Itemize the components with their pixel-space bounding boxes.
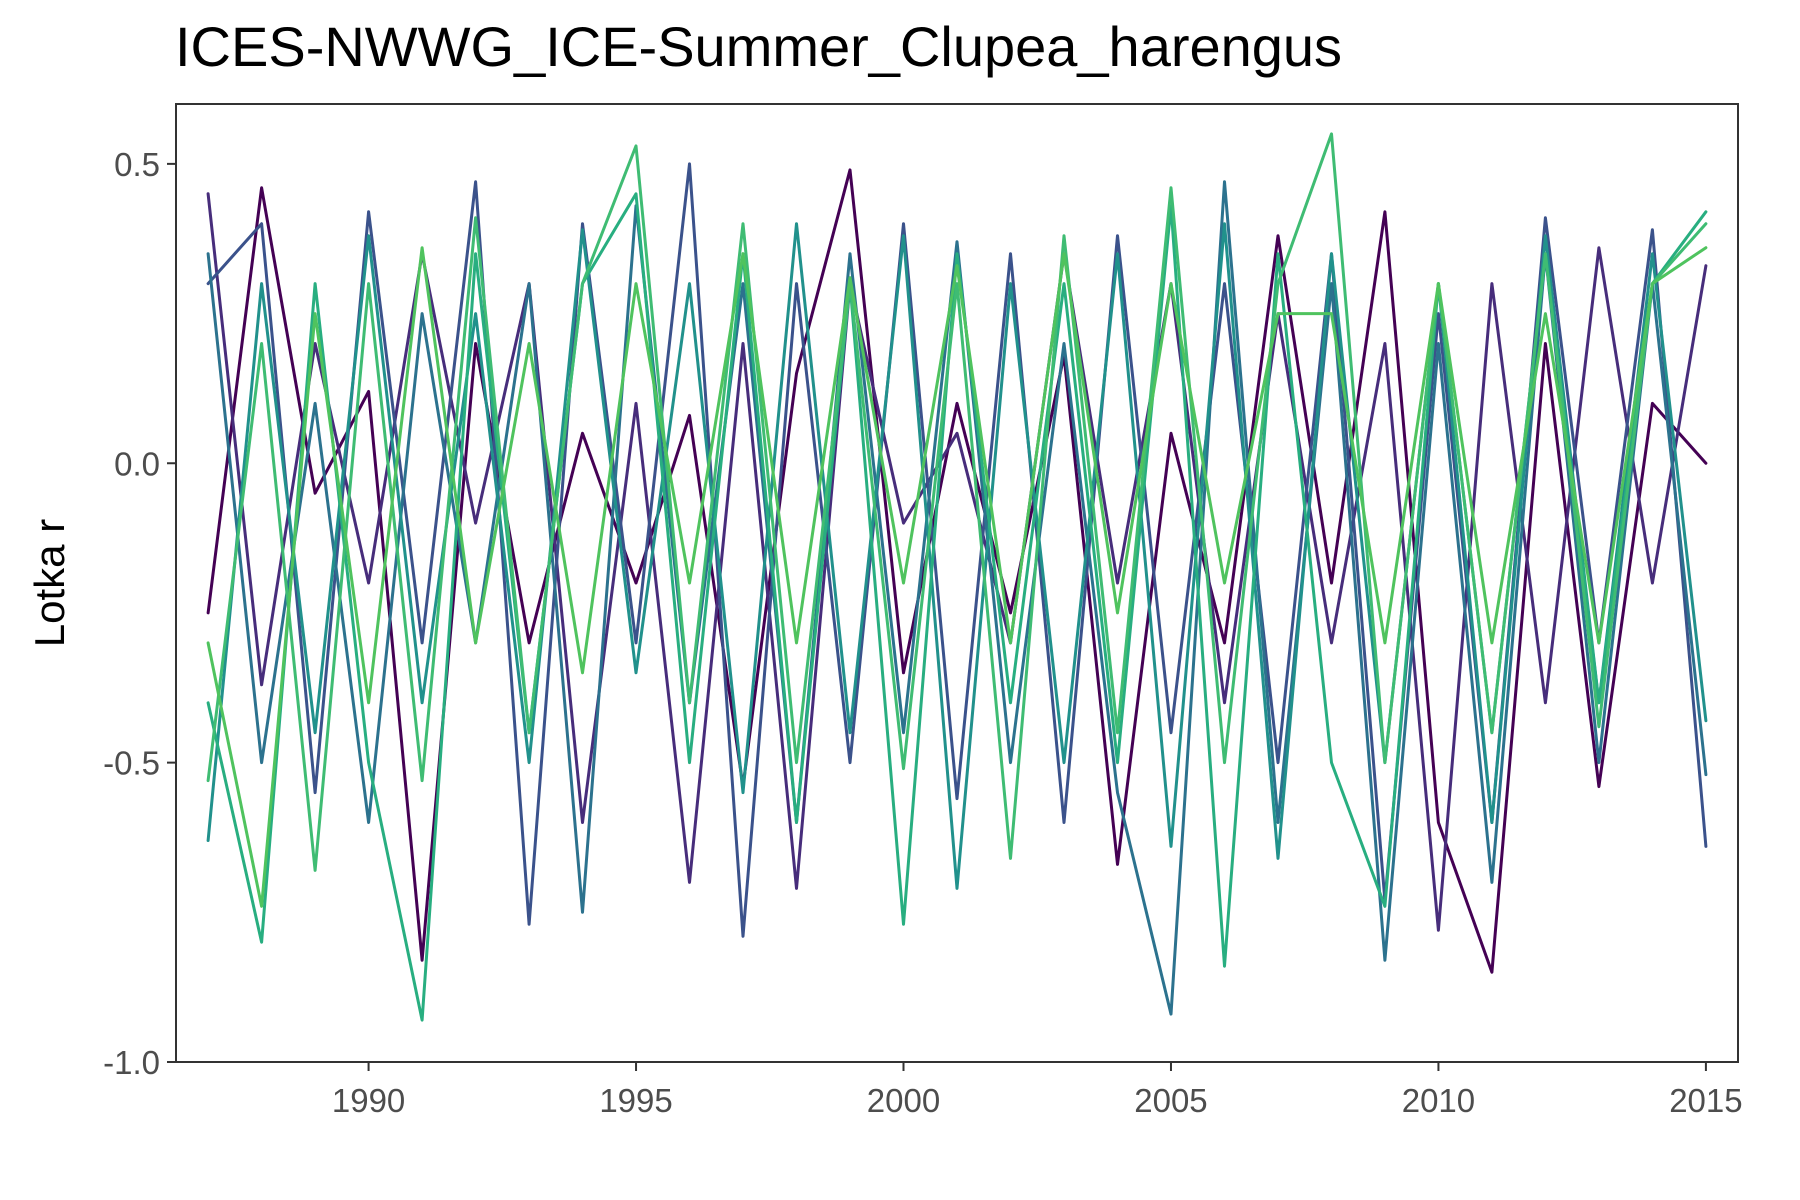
y-tick-label: -0.5 xyxy=(103,745,160,782)
series-line-3 xyxy=(206,162,1708,938)
y-tick-label: 0.0 xyxy=(114,445,160,482)
x-tick-label: 2005 xyxy=(1134,1082,1207,1119)
series-group xyxy=(206,132,1708,1022)
x-axis: 1990 1995 2000 2005 2010 2015 xyxy=(332,1062,1743,1119)
y-tick-label: 0.5 xyxy=(114,146,160,183)
x-tick-label: 1995 xyxy=(599,1082,672,1119)
plot-panel xyxy=(175,103,1739,1063)
series-line-4 xyxy=(206,180,1708,1016)
x-tick-label: 2000 xyxy=(867,1082,940,1119)
y-axis-title: Lotka r xyxy=(26,519,73,647)
x-tick-label: 2010 xyxy=(1402,1082,1475,1119)
y-tick-label: -1.0 xyxy=(103,1044,160,1081)
series-line-8 xyxy=(206,246,1708,908)
series-line-7 xyxy=(206,132,1708,872)
series-line-5 xyxy=(206,222,1708,890)
x-tick-label: 1990 xyxy=(332,1082,405,1119)
x-tick-label: 2015 xyxy=(1669,1082,1742,1119)
series-line-1 xyxy=(206,168,1708,974)
chart-title: ICES-NWWG_ICE-Summer_Clupea_harengus xyxy=(175,15,1342,78)
y-axis: 0.5 0.0 -0.5 -1.0 xyxy=(103,146,176,1081)
